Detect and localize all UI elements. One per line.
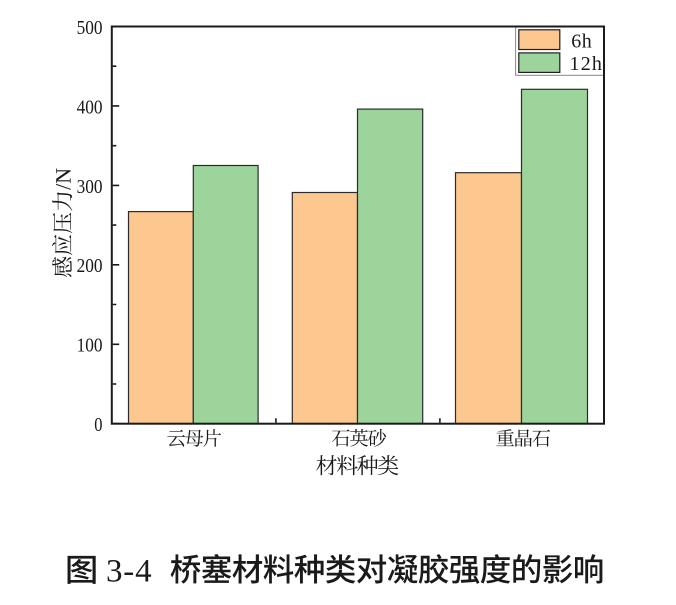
svg-text:200: 200 bbox=[77, 255, 103, 277]
svg-text:3-4: 3-4 bbox=[106, 553, 152, 589]
svg-text:6h: 6h bbox=[571, 31, 592, 53]
svg-text:12h: 12h bbox=[570, 53, 604, 75]
svg-text:0: 0 bbox=[94, 414, 102, 436]
svg-text:400: 400 bbox=[77, 96, 103, 118]
svg-text:300: 300 bbox=[77, 176, 103, 198]
svg-text:100: 100 bbox=[77, 335, 103, 357]
svg-text:500: 500 bbox=[77, 17, 103, 39]
